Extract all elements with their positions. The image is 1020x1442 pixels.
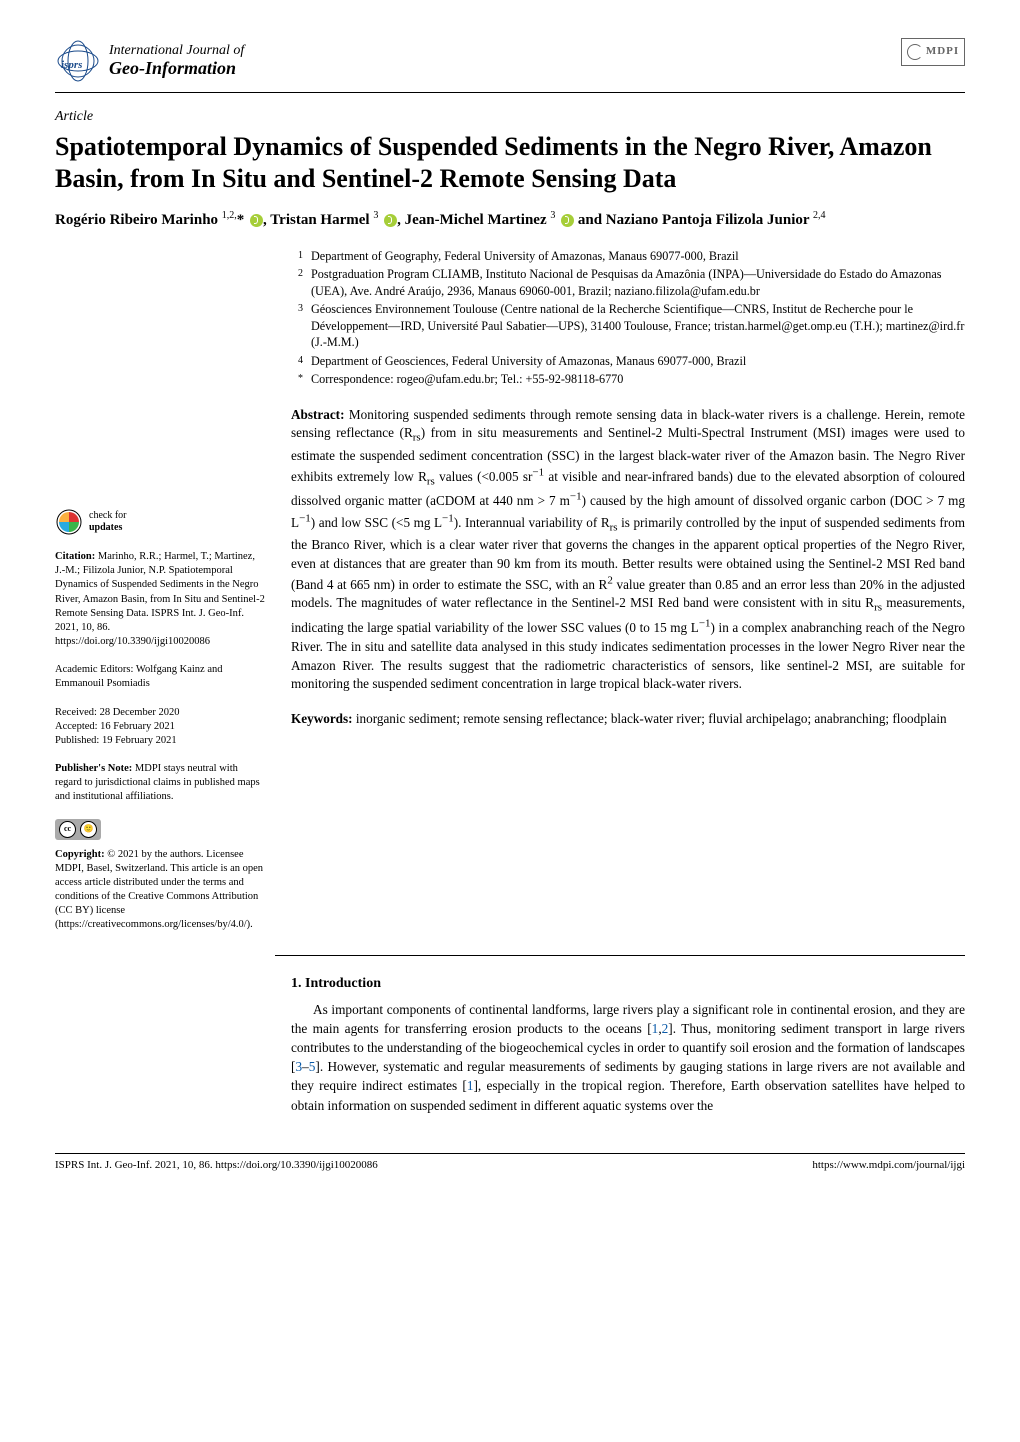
footer-left: ISPRS Int. J. Geo-Inf. 2021, 10, 86. htt… xyxy=(55,1158,378,1174)
citation-label: Citation: xyxy=(55,551,95,562)
article-type: Article xyxy=(55,107,965,127)
mdpi-swirl-icon xyxy=(907,44,923,60)
cc-license-badge: cc 🙂 xyxy=(55,819,267,840)
journal-name-line1: International Journal of xyxy=(109,43,244,58)
article-title: Spatiotemporal Dynamics of Suspended Sed… xyxy=(55,131,965,194)
editors-label: Academic Editors: xyxy=(55,664,133,675)
keywords-label: Keywords: xyxy=(291,711,353,726)
svg-text:isprs: isprs xyxy=(61,59,82,71)
editors-block: Academic Editors: Wolfgang Kainz and Emm… xyxy=(55,663,267,691)
authors-line: Rogério Ribeiro Marinho 1,2,* , Tristan … xyxy=(55,209,965,230)
affiliation-item: *Correspondence: rogeo@ufam.edu.br; Tel.… xyxy=(291,371,965,387)
abstract-label: Abstract: xyxy=(291,407,344,422)
check-for-updates[interactable]: check for updates xyxy=(55,508,267,536)
copyright-text: © 2021 by the authors. Licensee MDPI, Ba… xyxy=(55,849,263,931)
mdpi-logo: MDPI xyxy=(901,38,965,66)
copyright-label: Copyright: xyxy=(55,849,105,860)
cc-icon: cc xyxy=(59,821,76,838)
abstract: Abstract: Monitoring suspended sediments… xyxy=(291,406,965,694)
check-updates-icon xyxy=(55,508,83,536)
page-header: isprs International Journal of Geo-Infor… xyxy=(55,38,965,84)
section-1-body: As important components of continental l… xyxy=(291,1000,965,1115)
affiliation-item: 1Department of Geography, Federal Univer… xyxy=(291,248,965,264)
date-received: Received: 28 December 2020 xyxy=(55,706,267,720)
affiliation-item: 2Postgraduation Program CLIAMB, Institut… xyxy=(291,266,965,299)
footer-right: https://www.mdpi.com/journal/ijgi xyxy=(812,1158,965,1174)
orcid-icon xyxy=(561,214,574,227)
publisher-note-label: Publisher's Note: xyxy=(55,763,132,774)
date-published: Published: 19 February 2021 xyxy=(55,734,267,748)
sidebar: check for updates Citation: Marinho, R.R… xyxy=(55,248,267,947)
citation-text: Marinho, R.R.; Harmel, T.; Martinez, J.-… xyxy=(55,551,265,647)
affiliation-item: 3Géosciences Environnement Toulouse (Cen… xyxy=(291,301,965,350)
date-accepted: Accepted: 16 February 2021 xyxy=(55,720,267,734)
copyright-block: Copyright: © 2021 by the authors. Licens… xyxy=(55,848,267,933)
section-1-heading: 1. Introduction xyxy=(291,974,965,994)
page-footer: ISPRS Int. J. Geo-Inf. 2021, 10, 86. htt… xyxy=(55,1153,965,1174)
citation-block: Citation: Marinho, R.R.; Harmel, T.; Mar… xyxy=(55,550,267,649)
journal-logo-block: isprs International Journal of Geo-Infor… xyxy=(55,38,244,84)
keywords: Keywords: inorganic sediment; remote sen… xyxy=(291,710,965,729)
abstract-text: Monitoring suspended sediments through r… xyxy=(291,407,965,692)
orcid-icon xyxy=(384,214,397,227)
affiliation-list: 1Department of Geography, Federal Univer… xyxy=(291,248,965,388)
publisher-note-block: Publisher's Note: MDPI stays neutral wit… xyxy=(55,762,267,805)
mdpi-text: MDPI xyxy=(926,44,959,60)
dates-block: Received: 28 December 2020 Accepted: 16 … xyxy=(55,706,267,749)
top-rule xyxy=(55,92,965,93)
mid-rule xyxy=(275,955,965,956)
journal-name-line2: Geo-Information xyxy=(109,59,244,79)
check-line2: updates xyxy=(89,522,126,534)
affiliation-item: 4Department of Geosciences, Federal Univ… xyxy=(291,353,965,369)
intro-paragraph: As important components of continental l… xyxy=(291,1000,965,1115)
isprs-logo-icon: isprs xyxy=(55,38,101,84)
main-column: 1Department of Geography, Federal Univer… xyxy=(291,248,965,739)
check-line1: check for xyxy=(89,510,126,522)
keywords-text: inorganic sediment; remote sensing refle… xyxy=(353,711,947,726)
by-icon: 🙂 xyxy=(80,821,97,838)
orcid-icon xyxy=(250,214,263,227)
